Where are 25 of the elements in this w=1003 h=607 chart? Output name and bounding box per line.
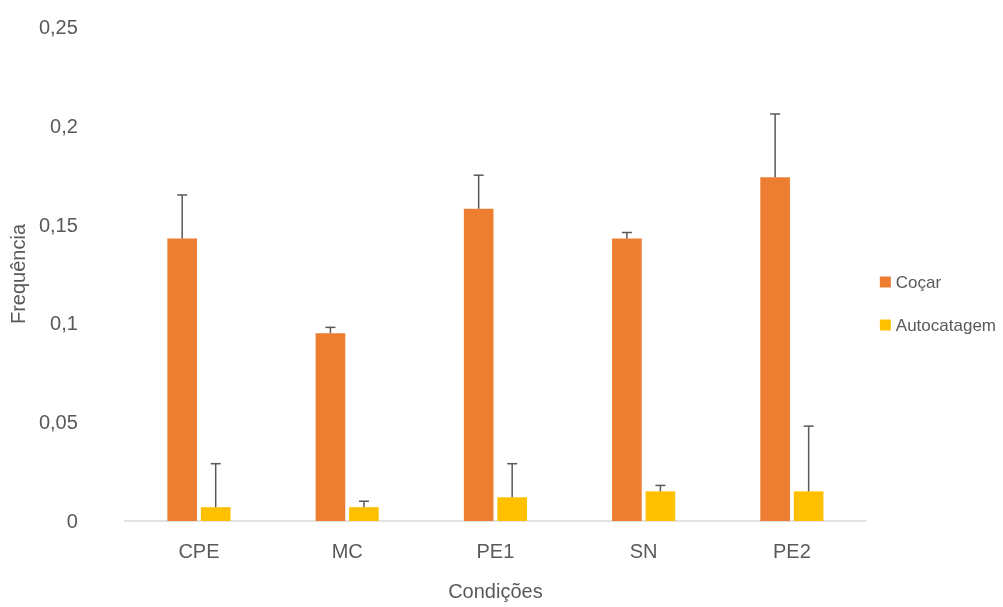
bar: [315, 333, 346, 521]
bar: [200, 507, 231, 521]
legend-label: Coçar: [895, 272, 942, 292]
y-tick-label: 0,05: [38, 411, 78, 434]
y-tick-label: 0,25: [38, 16, 78, 38]
bar: [167, 238, 198, 521]
bar: [760, 177, 790, 521]
y-axis-title: Frequência: [7, 223, 29, 325]
bar: [612, 238, 642, 521]
y-tick-label: 0,2: [50, 114, 78, 137]
bar: [497, 497, 527, 521]
x-tick-label: SN: [629, 540, 658, 562]
x-tick-label: PE1: [476, 540, 515, 562]
x-tick-label: MC: [331, 540, 363, 562]
y-tick-label: 0,15: [38, 213, 78, 236]
y-tick-label: 0,1: [50, 312, 78, 335]
legend-label: Autocatagem: [895, 315, 997, 335]
x-axis-title: Condições: [448, 580, 543, 602]
bar: [349, 507, 379, 521]
y-tick-label: 0: [66, 510, 78, 532]
x-tick-label: PE2: [772, 540, 811, 562]
x-tick-label: CPE: [178, 540, 220, 562]
bar: [793, 491, 824, 521]
bar: [645, 491, 676, 521]
bar: [463, 208, 494, 521]
